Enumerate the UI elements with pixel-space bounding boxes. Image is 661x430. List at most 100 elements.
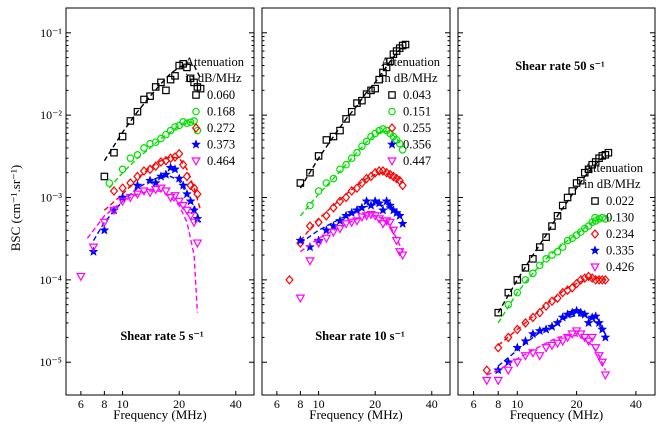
data-point (166, 126, 175, 135)
legend-title-line-1: Attenuation (185, 55, 245, 69)
data-point (535, 307, 544, 318)
data-point (126, 178, 135, 188)
data-point (385, 200, 396, 210)
data-point (563, 236, 572, 245)
data-point (162, 130, 170, 139)
data-point (347, 186, 356, 196)
x-axis: 6 8 10 20 40 Frequency (MHz) (471, 391, 642, 422)
data-point (178, 201, 188, 211)
data-point (367, 86, 375, 95)
series-3 (285, 166, 407, 285)
data-point (356, 202, 367, 213)
data-point (295, 235, 306, 245)
data-point (145, 164, 155, 175)
data-point (541, 324, 552, 334)
data-point (347, 107, 356, 116)
data-point (553, 247, 562, 256)
data-point (151, 83, 160, 91)
data-point (132, 180, 143, 190)
legend-entry-label: 0.022 (606, 194, 634, 208)
data-point (190, 139, 202, 149)
x-tick-label: 40 (230, 397, 242, 411)
data-point (542, 233, 550, 241)
data-point (503, 366, 514, 376)
data-point (189, 183, 199, 194)
legend-entry-label: 0.130 (606, 211, 634, 225)
data-point (386, 139, 398, 149)
y-tick-label: 10⁻¹ (40, 26, 62, 40)
data-point (374, 215, 384, 224)
data-point (189, 204, 200, 215)
data-point (192, 91, 200, 99)
data-point (166, 153, 175, 164)
data-point (579, 309, 590, 319)
data-point (548, 251, 556, 259)
data-point (494, 342, 503, 353)
data-point (528, 312, 538, 323)
data-point (88, 243, 99, 253)
data-point (146, 92, 154, 100)
data-point (494, 308, 503, 317)
data-point (591, 274, 600, 285)
x-tick-label: 10 (117, 397, 129, 411)
data-point (557, 337, 568, 347)
y-tick-label: 10⁻³ (40, 191, 62, 205)
data-point (580, 273, 589, 284)
data-point (175, 61, 183, 70)
fit-line (299, 171, 404, 242)
legend-entry-label: 0.272 (207, 121, 235, 135)
data-point (76, 272, 86, 282)
legend-title-line-2: in dB/MHz (584, 177, 641, 191)
data-point (305, 221, 315, 231)
y-axis-title-group: BSC (cm⁻¹.sr⁻¹) (8, 165, 23, 252)
data-point (305, 257, 315, 266)
data-point (375, 126, 383, 135)
data-point (386, 57, 394, 66)
data-point (481, 376, 492, 386)
data-point (387, 157, 397, 167)
data-point (572, 179, 581, 187)
data-point (181, 188, 193, 199)
series-4 (295, 195, 408, 252)
data-point (329, 132, 338, 141)
data-point (341, 192, 351, 203)
x-tick-label: 10 (511, 397, 523, 411)
data-point (151, 161, 160, 172)
data-point (388, 107, 396, 116)
x-tick-label: 20 (173, 397, 185, 411)
data-point (157, 78, 165, 87)
legend-entry-label: 0.464 (207, 154, 236, 168)
data-point (352, 183, 362, 194)
data-point (139, 187, 149, 197)
data-point (157, 134, 165, 143)
data-point (185, 212, 196, 221)
data-point (126, 154, 135, 163)
data-point (346, 218, 357, 228)
data-point (534, 325, 545, 336)
data-point (109, 206, 119, 216)
data-point (169, 163, 181, 174)
data-point (342, 160, 350, 169)
data-point (513, 324, 522, 335)
data-point (397, 218, 408, 229)
data-point (535, 243, 544, 251)
panel-title: Shear rate 50 s⁻¹ (515, 59, 605, 73)
fit-line (497, 277, 606, 346)
x-tick-label: 10 (313, 397, 325, 411)
data-point (322, 210, 331, 221)
data-point (295, 294, 306, 304)
data-point (347, 154, 356, 163)
data-point (313, 239, 324, 249)
y-tick-label: 10⁻⁵ (39, 355, 62, 369)
series-1 (296, 40, 410, 189)
series-3 (482, 271, 610, 376)
y-axis (458, 7, 655, 363)
data-point (597, 324, 608, 334)
data-point (341, 220, 351, 229)
data-point (381, 217, 392, 226)
x-tick-label: 40 (426, 397, 438, 411)
data-point (513, 288, 522, 297)
data-point (562, 333, 573, 343)
data-point (99, 224, 110, 235)
legend-entry-label: 0.356 (403, 138, 431, 152)
